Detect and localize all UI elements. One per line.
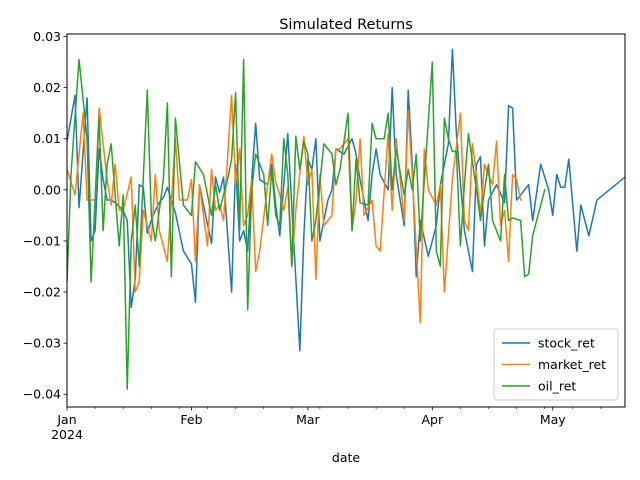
y-tick-label: 0.02 <box>33 80 61 95</box>
y-tick-label: −0.03 <box>23 336 61 351</box>
series-line-market-ret <box>67 94 522 324</box>
x-tick-label: Feb <box>180 412 202 427</box>
legend: stock_ret market_ret oil_ret <box>493 328 619 401</box>
y-tick-label: −0.01 <box>23 233 61 248</box>
x-tick-label: Jan <box>56 412 76 427</box>
x-tick-label: May <box>540 412 566 427</box>
legend-box <box>493 328 619 401</box>
series-line-oil-ret <box>67 58 546 390</box>
legend-label-oil-ret: oil_ret <box>538 379 576 394</box>
x-tick-label: Mar <box>296 412 320 427</box>
plot-frame <box>66 33 626 408</box>
y-axis: 0.03 0.02 0.01 0.00 −0.01 −0.02 −0.03 −0.04 <box>23 29 67 402</box>
y-tick-label: 0.00 <box>33 182 61 197</box>
legend-label-market-ret: market_ret <box>538 357 606 372</box>
y-tick-label: −0.02 <box>23 285 61 300</box>
y-tick-label: 0.01 <box>33 131 61 146</box>
y-tick-label: −0.04 <box>23 387 61 402</box>
x-tick-label: Apr <box>421 412 443 427</box>
x-axis-label: date <box>332 450 360 465</box>
chart-title: Simulated Returns <box>279 17 413 33</box>
plot-area <box>67 48 625 390</box>
legend-label-stock-ret: stock_ret <box>538 336 595 351</box>
y-tick-label: 0.03 <box>33 29 61 44</box>
x-tick-sublabel: 2024 <box>51 427 83 442</box>
